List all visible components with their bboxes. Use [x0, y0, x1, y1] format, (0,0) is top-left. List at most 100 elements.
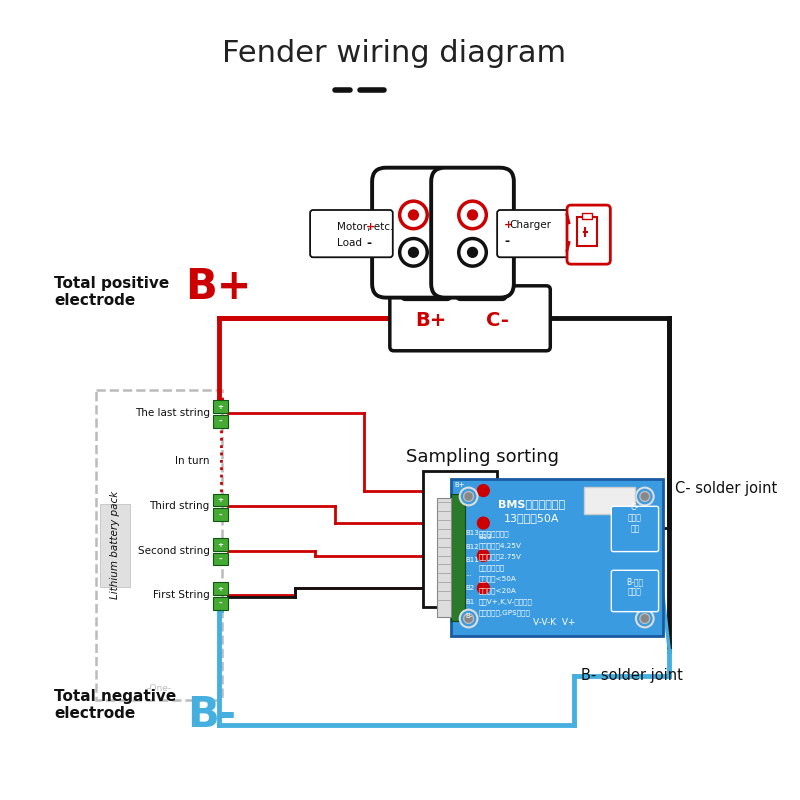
Text: B13: B13	[466, 530, 479, 536]
Circle shape	[464, 614, 474, 623]
Text: +: +	[218, 586, 223, 592]
Bar	[97, 390, 222, 700]
FancyBboxPatch shape	[497, 210, 570, 258]
Bar	[213, 508, 228, 521]
Text: 开关，温控,GPS模块。: 开关，温控,GPS模块。	[478, 610, 530, 617]
Bar	[437, 498, 451, 617]
Text: 充电电流<20A: 充电电流<20A	[478, 587, 516, 594]
Bar	[423, 471, 497, 606]
Bar	[577, 217, 597, 246]
FancyBboxPatch shape	[310, 210, 393, 258]
Circle shape	[460, 610, 478, 627]
Bar	[451, 494, 465, 622]
FancyBboxPatch shape	[431, 168, 514, 298]
Text: 过放电压：2.75V: 过放电压：2.75V	[478, 554, 522, 560]
Circle shape	[458, 201, 486, 229]
Bar	[584, 486, 635, 514]
FancyBboxPatch shape	[402, 270, 451, 299]
Bar	[213, 494, 228, 506]
Text: 过充电压：4.25V: 过充电压：4.25V	[478, 542, 522, 549]
FancyBboxPatch shape	[390, 286, 550, 350]
Circle shape	[478, 485, 490, 497]
Text: B11: B11	[466, 558, 479, 563]
FancyBboxPatch shape	[372, 168, 454, 298]
Circle shape	[478, 517, 490, 529]
Text: -: -	[218, 599, 222, 608]
Circle shape	[409, 210, 418, 220]
Text: Second string: Second string	[138, 546, 210, 556]
Circle shape	[636, 488, 654, 506]
Text: B12: B12	[466, 544, 479, 550]
Bar	[213, 414, 228, 427]
FancyBboxPatch shape	[611, 570, 658, 612]
Text: -One-: -One-	[147, 684, 172, 693]
Text: BMS电池管理系统: BMS电池管理系统	[498, 499, 565, 510]
Text: Charger: Charger	[509, 220, 551, 230]
FancyBboxPatch shape	[611, 506, 658, 551]
Text: 13串同口50A: 13串同口50A	[504, 513, 559, 523]
Text: Lithium battery pack: Lithium battery pack	[110, 491, 120, 599]
Text: Total positive
electrode: Total positive electrode	[54, 275, 170, 308]
Text: Motor, etc.: Motor, etc.	[337, 222, 393, 232]
Text: Third string: Third string	[150, 502, 210, 511]
Text: +: +	[366, 222, 375, 232]
Text: 放电电流<50A: 放电电流<50A	[478, 576, 516, 582]
Text: ...: ...	[466, 571, 472, 578]
Bar	[213, 582, 228, 595]
Text: B2: B2	[466, 585, 474, 591]
Circle shape	[467, 247, 478, 258]
Text: B1: B1	[466, 599, 475, 605]
Text: +: +	[218, 542, 223, 548]
Text: B-: B-	[187, 694, 236, 736]
Text: V-V-K  V+: V-V-K V+	[533, 618, 575, 627]
Text: -: -	[218, 555, 222, 564]
Text: The last string: The last string	[134, 408, 210, 418]
Text: B+: B+	[415, 310, 446, 330]
Text: B- solder joint: B- solder joint	[581, 668, 682, 683]
Text: Total negative
electrode: Total negative electrode	[54, 689, 176, 722]
Bar	[213, 400, 228, 413]
Text: B+: B+	[454, 482, 466, 488]
Bar	[582, 213, 592, 219]
Text: B-电池
总负极: B-电池 总负极	[626, 578, 643, 597]
Circle shape	[636, 610, 654, 627]
Circle shape	[460, 488, 478, 506]
Text: B-: B-	[466, 613, 473, 618]
Text: Sampling sorting: Sampling sorting	[406, 448, 559, 466]
Text: +: +	[218, 404, 223, 410]
Text: C-: C-	[486, 310, 509, 330]
Bar	[213, 538, 228, 550]
Text: +: +	[504, 220, 514, 230]
Text: -: -	[218, 510, 222, 520]
Text: 充电均衡：有: 充电均衡：有	[478, 565, 505, 571]
Bar	[451, 478, 662, 636]
FancyBboxPatch shape	[457, 270, 506, 299]
Text: In turn: In turn	[175, 456, 210, 466]
Text: -: -	[366, 237, 371, 250]
Circle shape	[640, 614, 650, 623]
Text: Fender wiring diagram: Fender wiring diagram	[222, 39, 566, 68]
Text: B+: B+	[185, 266, 251, 308]
Circle shape	[400, 238, 427, 266]
Text: +: +	[218, 498, 223, 503]
Circle shape	[409, 247, 418, 258]
Text: 注：V+,K,V-可接到电: 注：V+,K,V-可接到电	[478, 598, 532, 605]
Bar	[101, 504, 130, 586]
Text: 电芯类型：三元: 电芯类型：三元	[478, 530, 509, 537]
Text: C-
充放电
负极: C- 充放电 负极	[628, 503, 642, 533]
Text: C- solder joint: C- solder joint	[675, 481, 778, 496]
Bar	[213, 553, 228, 566]
Circle shape	[640, 491, 650, 502]
Circle shape	[478, 582, 490, 594]
Bar	[213, 597, 228, 610]
Text: -: -	[504, 235, 509, 248]
Circle shape	[478, 550, 490, 562]
Text: First String: First String	[153, 590, 210, 600]
Text: B13: B13	[478, 534, 492, 540]
Circle shape	[467, 210, 478, 220]
Circle shape	[458, 238, 486, 266]
Circle shape	[400, 201, 427, 229]
Text: Load: Load	[337, 238, 362, 249]
Text: -: -	[218, 417, 222, 426]
Circle shape	[464, 491, 474, 502]
